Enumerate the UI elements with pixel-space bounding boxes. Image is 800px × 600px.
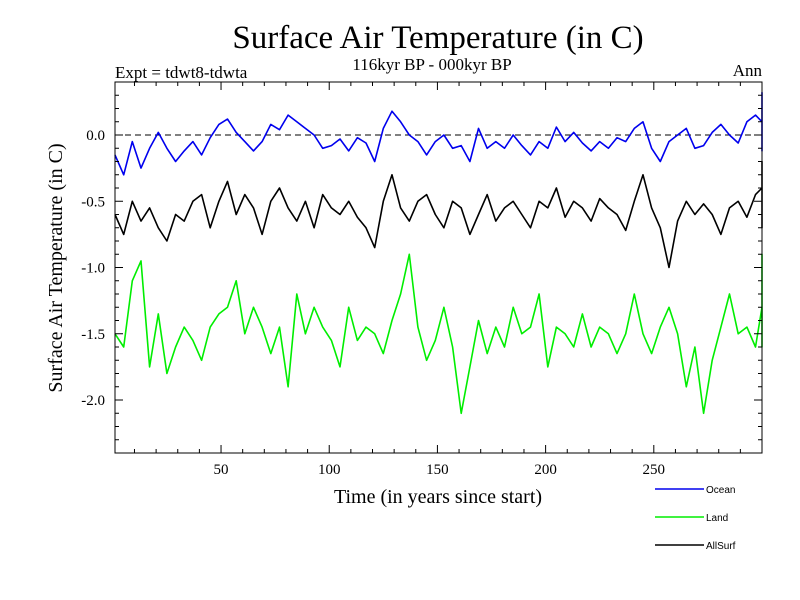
y-tick-label: -1.0 bbox=[81, 261, 105, 277]
experiment-label: Expt = tdwt8-tdwta bbox=[115, 63, 248, 82]
x-tick-label: 200 bbox=[534, 462, 557, 478]
y-tick-label: -1.5 bbox=[81, 327, 105, 343]
x-tick-label: 250 bbox=[643, 462, 666, 478]
y-tick-label: -0.5 bbox=[81, 194, 105, 210]
series-group bbox=[114, 91, 763, 415]
y-axis-ticks: 0.0 -0.5 -1.0 -1.5 -2.0 bbox=[81, 81, 762, 454]
legend-label-ocean: Ocean bbox=[706, 485, 735, 496]
x-axis-ticks: 50 100 150 200 250 bbox=[133, 82, 741, 478]
y-tick-label: -2.0 bbox=[81, 393, 105, 409]
y-tick-label: 0.0 bbox=[86, 128, 105, 144]
x-axis-label: Time (in years since start) bbox=[334, 486, 542, 508]
series-line-ocean bbox=[114, 91, 763, 176]
chart-title: Surface Air Temperature (in C) bbox=[232, 20, 643, 56]
legend-label-allsurf: AllSurf bbox=[706, 541, 736, 552]
chart-subtitle: 116kyr BP - 000kyr BP bbox=[352, 55, 511, 74]
series-line-allsurf bbox=[114, 160, 763, 269]
plot-frame bbox=[114, 81, 763, 454]
season-label: Ann bbox=[733, 61, 763, 80]
legend: Ocean Land AllSurf bbox=[655, 485, 736, 552]
x-tick-label: 100 bbox=[318, 462, 341, 478]
legend-label-land: Land bbox=[706, 513, 728, 524]
series-line-land bbox=[114, 253, 763, 415]
x-tick-label: 50 bbox=[214, 462, 229, 478]
y-axis-label: Surface Air Temperature (in C) bbox=[45, 143, 67, 392]
x-tick-label: 150 bbox=[426, 462, 449, 478]
